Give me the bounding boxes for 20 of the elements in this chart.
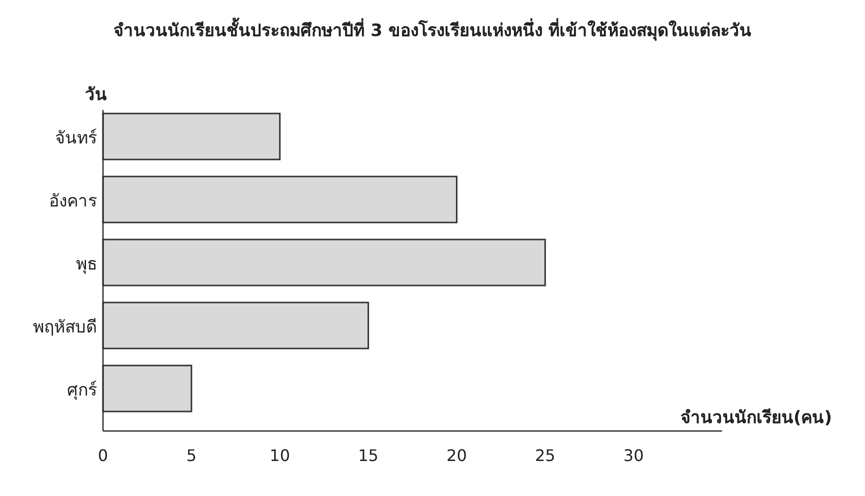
y-axis-title: วัน	[85, 85, 107, 105]
bar	[102, 238, 546, 286]
bar	[102, 364, 192, 412]
x-tick-label: 25	[534, 446, 556, 465]
x-tick-label: 5	[186, 446, 197, 465]
y-tick-label: อังคาร	[49, 192, 97, 212]
x-axis-title: จำนวนนักเรียน(คน)	[680, 407, 832, 428]
x-tick-label: 0	[98, 446, 108, 465]
bar	[102, 176, 458, 224]
y-tick-label: ศุกร์	[67, 380, 97, 400]
x-tick-label: 30	[623, 446, 644, 465]
y-tick-label: จันทร์	[55, 128, 97, 148]
chart-title: จำนวนนักเรียนชั้นประถมศึกษาปีที่ 3 ของโรงเรียนแห่งหนึ่ง ที่เข้าใช้ห้องสมุดในแต่ละวัน	[114, 17, 752, 41]
y-tick-label: พุธ	[76, 254, 97, 274]
bar	[102, 112, 281, 160]
bar	[102, 302, 370, 350]
y-tick-label: พฤหัสบดี	[33, 318, 97, 338]
x-tick-label: 20	[446, 446, 467, 465]
x-tick-label: 10	[270, 446, 290, 465]
x-tick-label: 15	[358, 446, 378, 465]
